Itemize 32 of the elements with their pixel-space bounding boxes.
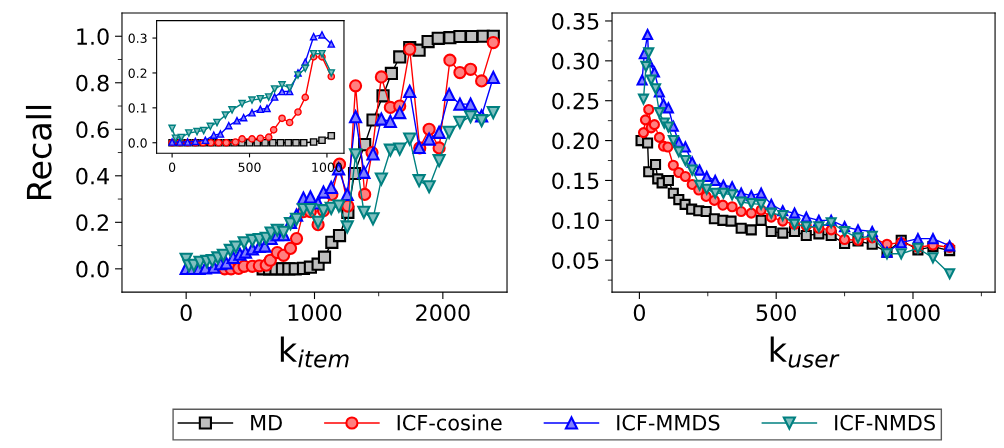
x-tick-label: 0 xyxy=(168,162,176,172)
y-tick-label: 0.1 xyxy=(128,103,147,113)
legend-label: ICF-cosine xyxy=(397,414,502,431)
y-tick-label: 0.4 xyxy=(76,167,109,185)
x-tick-label: 500 xyxy=(756,304,796,322)
x-tick-label: 0 xyxy=(633,304,645,322)
y-tick-label: 0.05 xyxy=(552,252,599,269)
x-tick-label: 500 xyxy=(238,162,261,172)
y-tick-label: 0.3 xyxy=(128,33,147,43)
y-tick-label: 0.0 xyxy=(128,138,147,148)
y-tick-label: 0.8 xyxy=(76,74,109,92)
y-axis-title: Recall xyxy=(25,105,52,199)
legend-label: MD xyxy=(251,415,282,431)
y-tick-label: 0.15 xyxy=(552,172,599,190)
x-tick-label: 1000 xyxy=(288,304,342,322)
y-tick-label: 0.20 xyxy=(552,132,599,150)
y-tick-label: 0.2 xyxy=(76,214,108,232)
y-tick-label: 0.30 xyxy=(552,52,599,70)
legend-label: ICF-MMDS xyxy=(617,414,720,431)
x-axis-title: k$_{item}$ xyxy=(280,336,349,368)
y-tick-label: 0.6 xyxy=(76,121,109,139)
y-tick-label: 1.0 xyxy=(77,28,109,46)
y-tick-label: 0.10 xyxy=(552,212,599,230)
x-tick-label: 1000 xyxy=(887,304,940,322)
x-tick-label: 2000 xyxy=(416,304,470,322)
y-tick-label: 0.35 xyxy=(552,12,599,30)
x-tick-label: 0 xyxy=(180,304,192,322)
legend-label: ICF-NMDS xyxy=(835,414,935,431)
y-tick-label: 0.0 xyxy=(76,260,109,278)
x-axis-title: k$_{user}$ xyxy=(770,336,840,368)
y-tick-label: 0.2 xyxy=(128,68,147,78)
y-tick-label: 0.25 xyxy=(552,92,599,110)
